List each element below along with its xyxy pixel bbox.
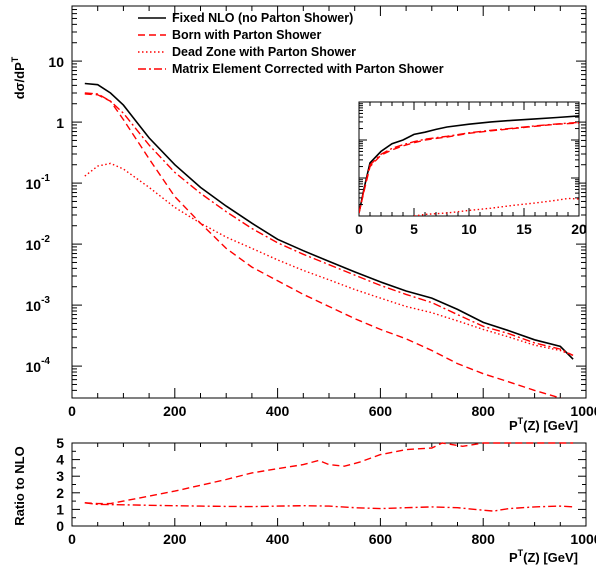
ratio-plot-frame (71, 442, 587, 527)
inset-x-tick-label: 10 (461, 221, 477, 237)
ratio-y-tick-label: 0 (56, 518, 64, 534)
inset-x-tick-label: 0 (355, 221, 363, 237)
main-x-tick-label: 200 (163, 403, 187, 419)
ratio-x-tick-label: 200 (163, 531, 187, 547)
main-x-tick-label: 600 (369, 403, 393, 419)
main-y-axis-title: dσ/dPT (10, 56, 27, 99)
main-y-tick-label: 1 (56, 115, 64, 131)
inset-plot-frame (358, 101, 580, 217)
main-x-tick-label: 400 (266, 403, 290, 419)
legend-label-1: Fixed NLO (no Parton Shower) (172, 11, 353, 25)
main-series-line-2 (84, 93, 562, 398)
ratio-y-tick-label: 5 (56, 435, 64, 451)
ratio-x-tick-label: 0 (68, 531, 76, 547)
ratio-series-line-1 (84, 442, 574, 505)
main-series-line-4 (84, 92, 574, 357)
inset-series-line-1 (359, 115, 579, 214)
main-x-tick-label: 800 (472, 403, 496, 419)
legend-label-2: Born with Parton Shower (172, 28, 321, 42)
main-y-tick-label: 10-4 (26, 356, 51, 375)
ratio-x-tick-label: 400 (266, 531, 290, 547)
ratio-y-axis-title: Ratio to NLO (12, 446, 27, 525)
ratio-x-tick-label: 600 (369, 531, 393, 547)
main-y-tick-label: 10-3 (26, 295, 51, 314)
inset-x-tick-label: 15 (516, 221, 532, 237)
inset-series-group (359, 115, 579, 216)
main-x-axis-title: PT(Z) [GeV] (509, 416, 578, 433)
legend-label-3: Dead Zone with Parton Shower (172, 45, 356, 59)
legend-label-4: Matrix Element Corrected with Parton Sho… (172, 62, 444, 76)
ratio-series-group (84, 442, 574, 512)
ratio-x-axis-title: PT(Z) [GeV] (509, 548, 578, 565)
inset-x-tick-label: 20 (571, 221, 587, 237)
main-y-tick-label: 10-1 (26, 173, 51, 192)
inset-x-tick-label: 5 (410, 221, 418, 237)
main-series-line-1 (84, 82, 574, 360)
main-x-tick-label: 0 (68, 403, 76, 419)
main-y-tick-label: 10-2 (26, 234, 51, 253)
main-y-tick-label: 10 (48, 54, 64, 70)
main-series-line-3 (84, 162, 574, 357)
ratio-y-tick-label: 3 (56, 468, 64, 484)
inset-series-line-4 (359, 121, 579, 214)
ratio-y-tick-label: 4 (56, 452, 64, 468)
inset-series-line-3 (413, 197, 579, 216)
main-series-group (84, 82, 574, 398)
ratio-series-line-2 (84, 502, 574, 512)
ratio-x-tick-label: 800 (472, 531, 496, 547)
ratio-y-tick-label: 2 (56, 485, 64, 501)
ratio-y-tick-label: 1 (56, 501, 64, 517)
